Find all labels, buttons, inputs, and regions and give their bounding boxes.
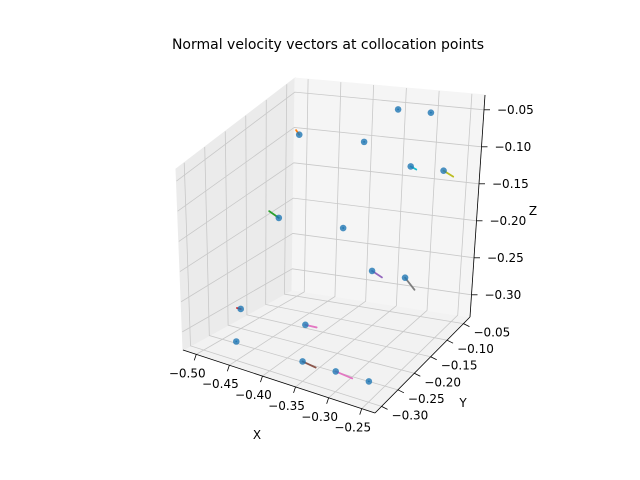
back-pane	[291, 77, 486, 318]
x-tick-mark	[326, 397, 330, 404]
y-tick-label: −0.15	[441, 359, 478, 373]
x-tick-label: −0.45	[202, 377, 239, 391]
z-tick-label: −0.10	[495, 140, 532, 154]
y-axis-label: Y	[458, 396, 467, 410]
z-tick-label: −0.15	[492, 177, 529, 191]
z-axis-line	[469, 94, 486, 318]
z-grid-line	[176, 91, 485, 182]
collocation-point	[339, 224, 347, 232]
y-tick-mark	[446, 339, 454, 344]
collocation-point	[295, 131, 303, 138]
x-tick-mark	[226, 365, 230, 372]
x-tick-label: −0.30	[301, 410, 338, 424]
y-tick-mark	[397, 389, 405, 394]
chart-title: Normal velocity vectors at collocation p…	[172, 37, 484, 53]
y-tick-mark	[414, 372, 421, 377]
x-grid-line	[229, 82, 342, 366]
y-tick-label: −0.30	[392, 408, 429, 422]
y-tick-mark	[463, 323, 470, 327]
y-tick-label: −0.25	[408, 392, 445, 406]
collocation-point	[407, 163, 415, 170]
collocation-points	[232, 106, 447, 385]
y-tick-mark	[430, 356, 437, 361]
x-grid-line	[196, 79, 309, 355]
x-grid-line	[295, 87, 407, 388]
tick-labels: −0.50−0.45−0.40−0.35−0.30−0.25−0.30−0.25…	[169, 103, 534, 435]
z-grid-line	[180, 233, 475, 303]
y-grid-line	[224, 131, 415, 374]
y-grid-line	[284, 84, 464, 325]
y-tick-label: −0.10	[457, 342, 494, 356]
collocation-point	[302, 321, 309, 329]
x-axis-line	[182, 349, 376, 414]
z-tick-label: −0.25	[487, 251, 524, 265]
collocation-point	[440, 167, 447, 174]
z-tick-label: −0.20	[490, 214, 527, 228]
y-grid-line	[245, 115, 431, 358]
z-grid-line	[179, 197, 477, 272]
collocation-point	[401, 274, 409, 281]
collocation-point	[237, 305, 245, 313]
x-tick-mark	[293, 386, 296, 394]
y-grid-line	[183, 162, 382, 407]
x-grid-line	[328, 90, 440, 399]
collocation-point	[299, 358, 306, 365]
y-tick-label: −0.05	[473, 326, 510, 340]
z-axis-label: Z	[529, 204, 537, 218]
x-axis-label: X	[253, 428, 261, 442]
x-tick-mark	[359, 408, 363, 415]
x-tick-label: −0.35	[268, 399, 305, 413]
z-tick-label: −0.05	[497, 103, 534, 117]
collocation-point	[427, 109, 435, 116]
x-tick-label: −0.25	[334, 421, 371, 435]
x-tick-mark	[260, 375, 263, 383]
collocation-point	[365, 378, 373, 385]
collocation-point	[394, 106, 402, 113]
collocation-point	[232, 338, 240, 345]
collocation-point	[275, 214, 283, 222]
collocation-point	[360, 138, 368, 146]
y-tick-mark	[381, 406, 388, 410]
collocation-point	[368, 267, 376, 275]
z-grid-line	[177, 127, 482, 212]
x-tick-label: −0.40	[235, 388, 272, 402]
x-grid-line	[262, 85, 375, 377]
y-grid-line	[265, 99, 448, 341]
z-grid-line	[178, 162, 480, 242]
x-tick-label: −0.50	[169, 366, 206, 380]
x-tick-mark	[193, 354, 197, 361]
y-axis-line	[374, 316, 471, 414]
collocation-point	[332, 368, 340, 375]
y-tick-label: −0.20	[424, 375, 461, 389]
axis-lines	[182, 94, 486, 414]
x-grid-line	[361, 93, 473, 409]
z-tick-label: −0.30	[485, 288, 522, 302]
